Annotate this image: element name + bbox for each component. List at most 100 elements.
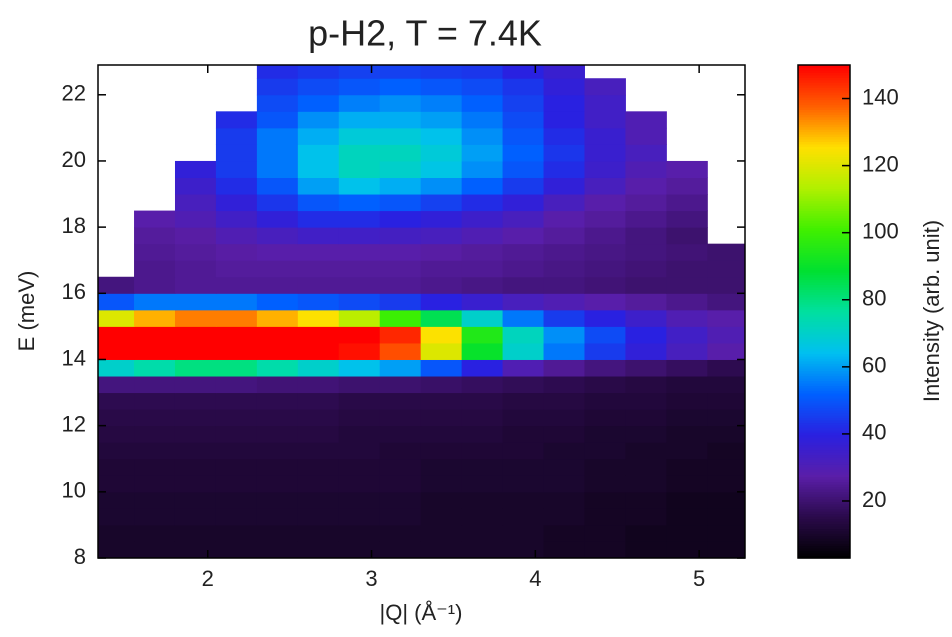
heatmap-cell	[707, 392, 745, 410]
heatmap-cell	[502, 442, 545, 460]
colorbar-segment	[798, 346, 850, 350]
x-tick-label: 3	[365, 566, 377, 591]
heatmap-cell	[420, 409, 463, 427]
colorbar-segment	[798, 343, 850, 347]
colorbar-segment	[798, 313, 850, 318]
heatmap-cell	[707, 442, 745, 460]
heatmap-cell	[461, 243, 504, 261]
heatmap-cell	[134, 227, 176, 245]
heatmap-cell	[215, 111, 258, 129]
heatmap-cell	[174, 524, 217, 542]
heatmap-cell	[256, 276, 299, 294]
heatmap-cell	[502, 409, 545, 427]
heatmap-cell	[420, 78, 463, 96]
x-axis-label: |Q| (Å⁻¹)	[380, 600, 463, 625]
colorbar-segment	[798, 240, 850, 244]
heatmap-cell	[98, 508, 135, 526]
colorbar-segment	[798, 309, 850, 313]
colorbar-segment	[798, 131, 850, 135]
heatmap-cell	[461, 342, 504, 360]
heatmap-cell	[256, 491, 299, 509]
heatmap-cell	[666, 508, 708, 526]
colorbar-segment	[798, 264, 850, 268]
heatmap-cell	[625, 111, 667, 129]
heatmap-cell	[584, 524, 626, 542]
colorbar-segment	[798, 360, 850, 364]
colorbar-segment	[798, 521, 850, 525]
colorbar-segment	[798, 200, 850, 204]
heatmap-cell	[625, 227, 667, 245]
colorbar-segment	[798, 543, 850, 547]
colorbar-segment	[798, 203, 850, 207]
heatmap-cell	[461, 276, 504, 294]
colorbar-segment	[798, 217, 850, 221]
heatmap-cell	[174, 409, 217, 427]
colorbar-segment	[798, 533, 850, 537]
heatmap-cell	[502, 78, 545, 96]
colorbar-segment	[798, 336, 850, 340]
heatmap-cell	[625, 210, 667, 228]
heatmap-cell	[584, 326, 626, 344]
heatmap-cell	[461, 94, 504, 112]
heatmap-cell	[174, 342, 217, 360]
heatmap-cell	[256, 127, 299, 145]
colorbar-frame	[797, 64, 851, 559]
heatmap-cell	[707, 409, 745, 427]
colorbar-segment	[798, 550, 850, 554]
heatmap-cell	[502, 359, 545, 377]
heatmap-cell	[215, 342, 258, 360]
colorbar-segment	[798, 166, 850, 170]
heatmap-cell	[625, 160, 667, 178]
heatmap-cell	[461, 491, 504, 509]
heatmap-cell	[98, 524, 135, 542]
heatmap-cell	[256, 392, 299, 410]
colorbar-segment	[798, 163, 850, 167]
colorbar-segment	[798, 370, 850, 374]
heatmap-cell	[256, 160, 299, 178]
colorbar-segment	[798, 185, 850, 189]
heatmap-cell	[379, 177, 422, 195]
heatmap-cell	[461, 442, 504, 460]
heatmap-cell	[215, 227, 258, 245]
heatmap-cell	[98, 376, 135, 394]
heatmap-cell	[338, 177, 381, 195]
heatmap-cell	[502, 65, 545, 79]
heatmap-cell	[543, 508, 585, 526]
colorbar-segment	[798, 289, 850, 293]
heatmap-cell	[379, 276, 422, 294]
heatmap-cell	[420, 491, 463, 509]
heatmap-cell	[420, 359, 463, 377]
heatmap-cell	[134, 293, 176, 311]
heatmap-cell	[584, 160, 626, 178]
heatmap-cell	[98, 293, 135, 311]
heatmap-cell	[625, 425, 667, 443]
heatmap-cell	[297, 177, 340, 195]
heatmap-cell	[543, 94, 585, 112]
heatmap-cell	[338, 227, 381, 245]
heatmap-cell	[174, 458, 217, 476]
colorbar-tick-label: 80	[862, 286, 886, 311]
colorbar-segment	[798, 481, 850, 485]
heatmap-cell	[420, 541, 463, 558]
heatmap-cell	[379, 127, 422, 145]
heatmap-cell	[420, 127, 463, 145]
heatmap-cell	[584, 309, 626, 327]
heatmap-cell	[543, 293, 585, 311]
heatmap-cell	[707, 376, 745, 394]
heatmap-cell	[502, 342, 545, 360]
heatmap-cell	[707, 342, 745, 360]
heatmap-cell	[297, 94, 340, 112]
colorbar-segment	[798, 195, 850, 199]
colorbar-tick-label: 40	[862, 420, 886, 445]
colorbar-segment	[798, 341, 850, 345]
heatmap-cell	[256, 177, 299, 195]
colorbar-segment	[798, 407, 850, 411]
colorbar-segment	[798, 471, 850, 475]
heatmap-cell	[256, 458, 299, 476]
colorbar-segment	[798, 252, 850, 256]
colorbar-segment	[798, 190, 850, 194]
heatmap-cell	[98, 491, 135, 509]
heatmap-cell	[256, 541, 299, 558]
colorbar-segment	[798, 67, 850, 71]
heatmap-cell	[174, 243, 217, 261]
